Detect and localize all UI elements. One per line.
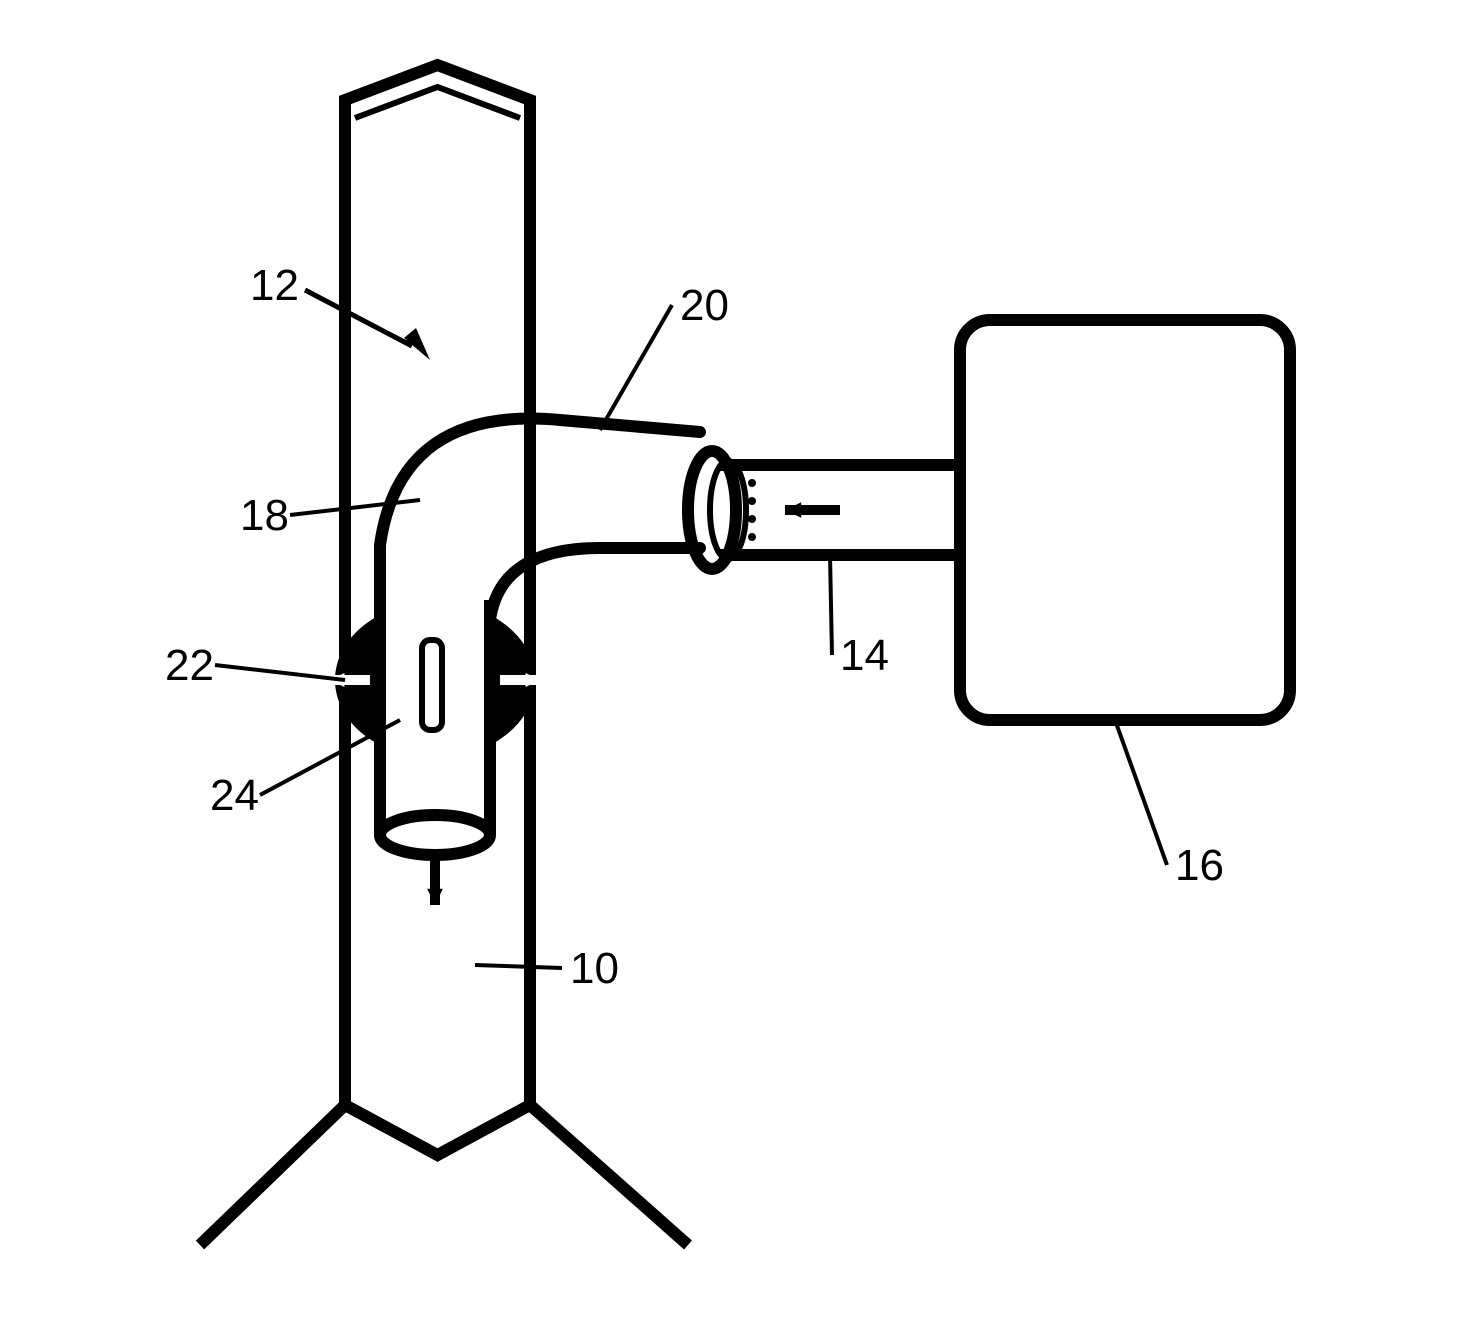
cap-dot [748,497,756,505]
label-18: 18 [240,491,289,540]
leader-18 [290,500,420,515]
cap-dot [748,479,756,487]
cap-dot [748,515,756,523]
cap-dot [748,533,756,541]
label-22: 22 [165,641,214,690]
diagram-canvas: 12 10 14 16 18 20 22 24 [0,0,1482,1326]
arrow-inflow-head [785,502,801,518]
cap-dot [748,551,756,559]
leader-12 [305,290,412,346]
cap-dot [748,461,756,469]
elbow-inner [490,548,700,620]
reservoir-box [960,320,1290,720]
label-24: 24 [210,771,259,820]
elbow-bottom-opening [380,815,490,855]
leader-10 [475,965,562,968]
label-12: 12 [250,261,299,310]
vessel-fork-inner [345,1105,530,1155]
label-16: 16 [1175,841,1224,890]
label-20: 20 [680,281,729,330]
label-10: 10 [570,944,619,993]
leader-20 [600,305,672,430]
label-14: 14 [840,631,889,680]
leader-14 [830,555,832,655]
slot-opening [422,640,442,730]
elbow-outer [380,419,700,545]
arrow-downflow-head [427,889,443,905]
vessel-fork-left-out [200,1105,345,1245]
leader-22 [215,665,345,680]
vessel-fork-right-out [530,1105,688,1245]
leader-16 [1115,720,1167,865]
